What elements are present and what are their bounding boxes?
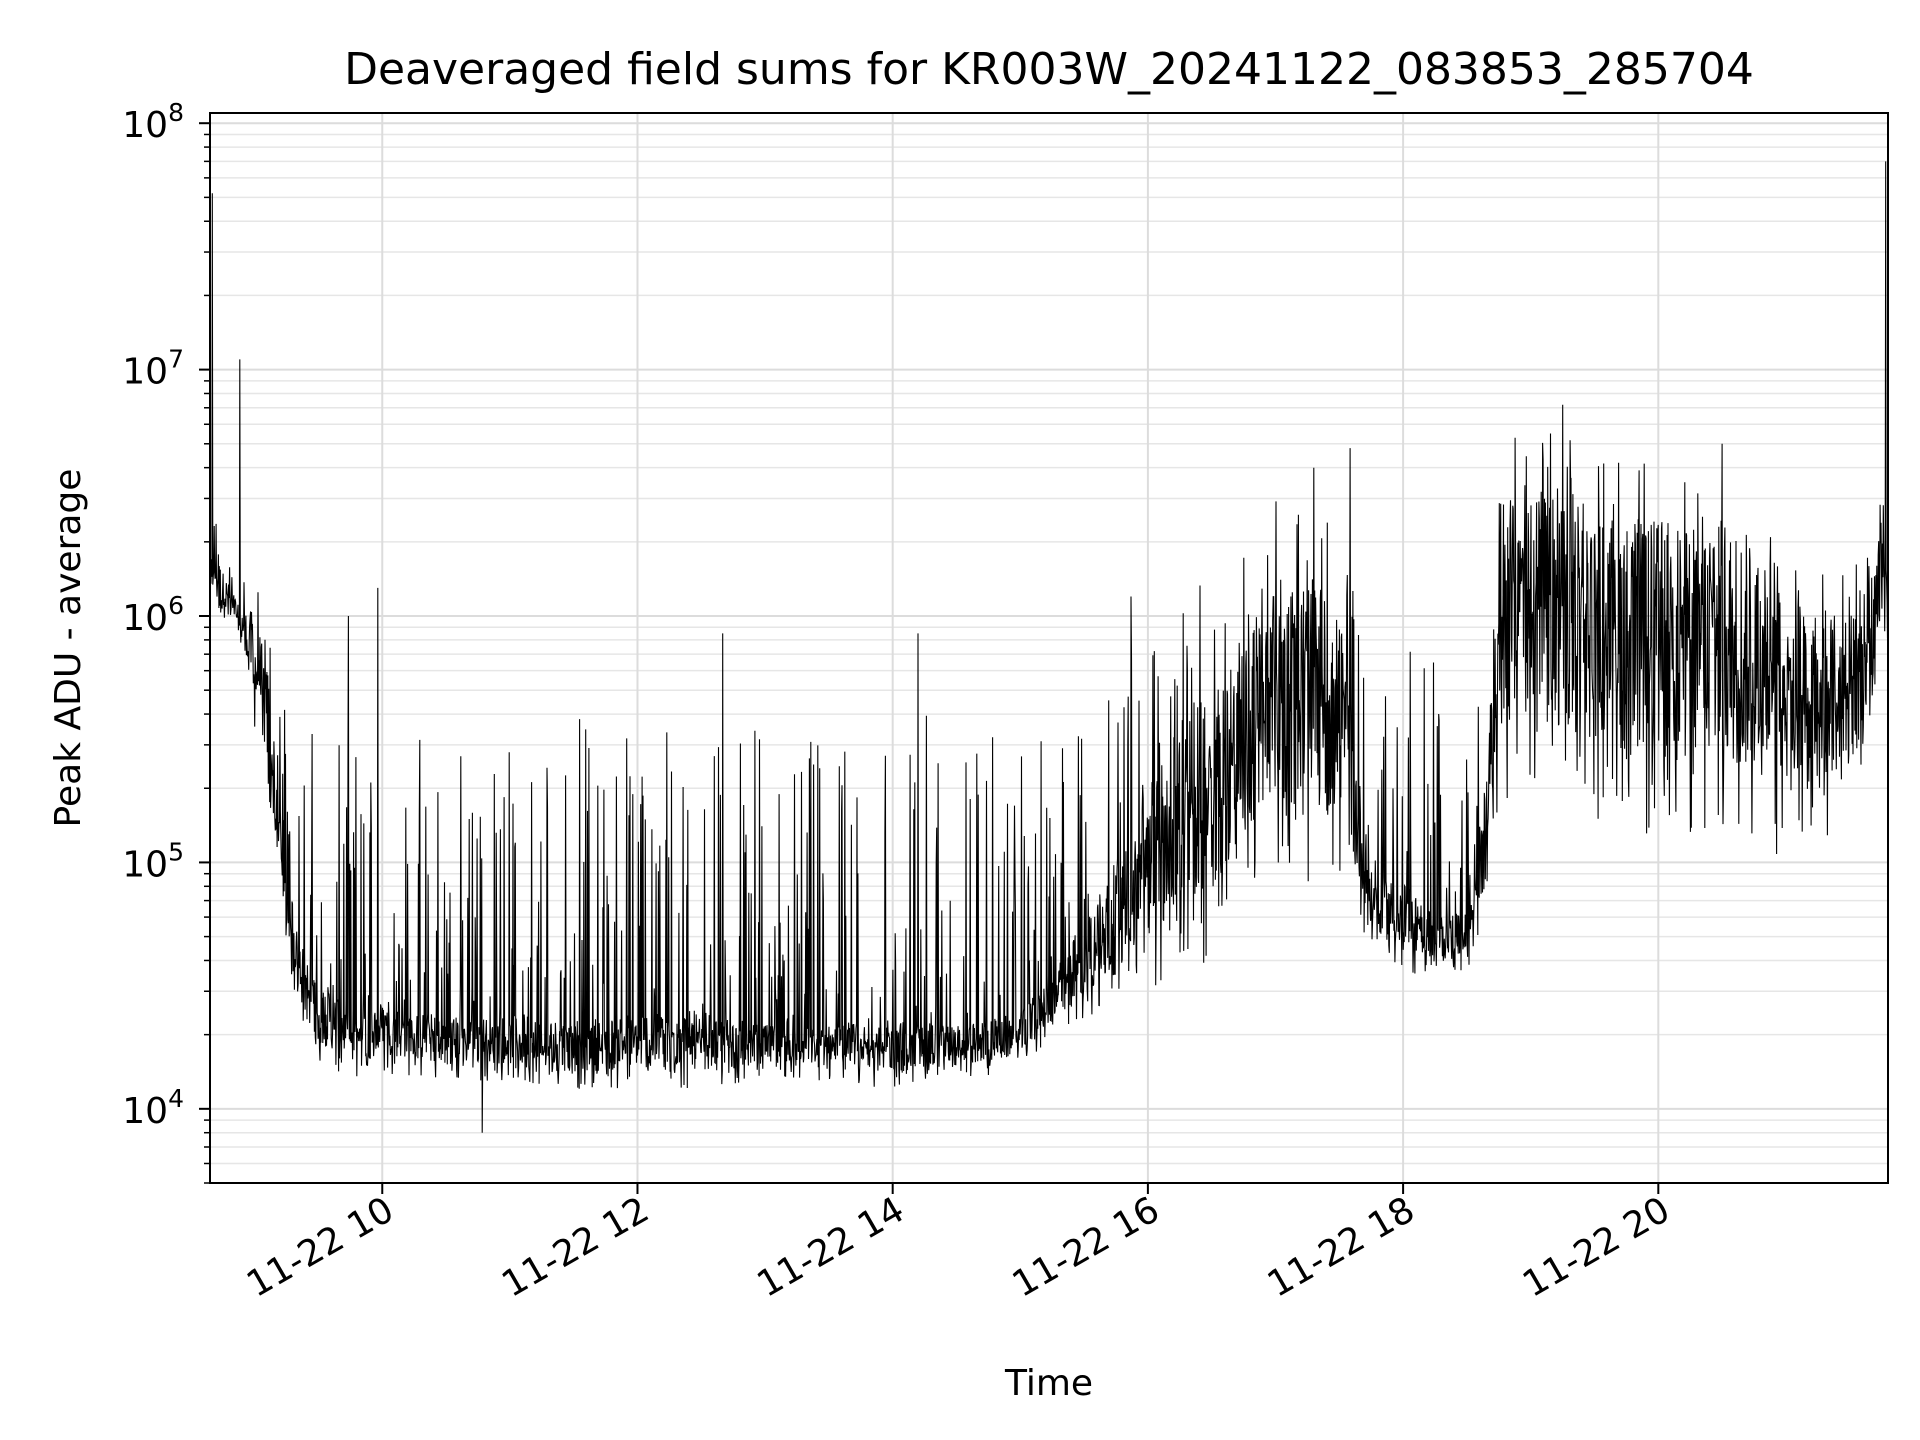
y-tick-label: 104 <box>122 1084 184 1132</box>
x-tick-label: 11-22 12 <box>495 1189 656 1305</box>
x-tick-label: 11-22 10 <box>240 1189 401 1305</box>
series <box>210 161 1888 1133</box>
y-axis-label: Peak ADU - average <box>48 469 89 828</box>
x-tick-label: 11-22 20 <box>1516 1189 1677 1305</box>
series-line <box>210 161 1888 1133</box>
x-tick-label: 11-22 14 <box>751 1189 912 1305</box>
y-tick-label: 106 <box>122 591 184 639</box>
x-axis: 11-22 10 11-22 12 11-22 14 11-22 16 11-22 18… <box>240 1183 1677 1306</box>
x-tick-label: 11-22 16 <box>1006 1189 1167 1305</box>
y-axis: 104 105 106 107 108 <box>122 98 210 1184</box>
x-tick-label: 11-22 18 <box>1261 1189 1422 1305</box>
y-tick-label: 105 <box>122 837 184 885</box>
y-tick-label: 107 <box>122 345 184 393</box>
x-axis-label: Time <box>1004 1363 1093 1404</box>
plot-frame <box>209 112 1889 1184</box>
y-tick-label: 108 <box>122 98 184 146</box>
chart-title: Deaveraged field sums for KR003W_2024112… <box>344 44 1754 95</box>
